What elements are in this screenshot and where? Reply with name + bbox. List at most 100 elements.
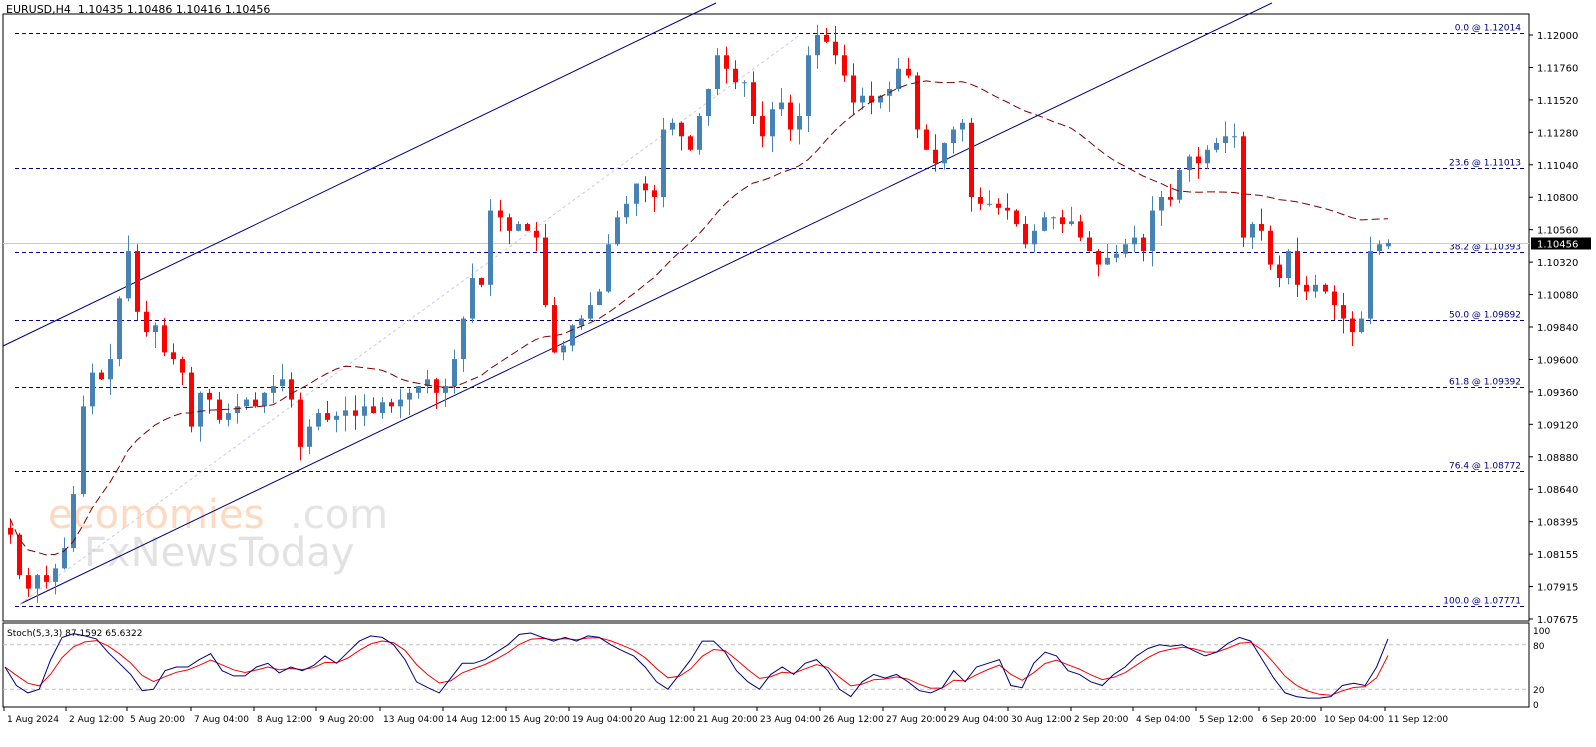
candle-bear[interactable] [144, 311, 149, 333]
candle-bull[interactable] [1132, 237, 1137, 245]
candle-bull[interactable] [71, 494, 76, 549]
candle-bear[interactable] [289, 379, 294, 400]
candle-bear[interactable] [1241, 136, 1246, 238]
candle-bull[interactable] [1386, 242, 1391, 247]
candle-bear[interactable] [44, 575, 49, 582]
candle-bear[interactable] [1332, 291, 1337, 306]
candle-bull[interactable] [108, 359, 113, 380]
channel-upper-line[interactable] [2, 2, 717, 347]
candle-bear[interactable] [135, 251, 140, 312]
candle-bull[interactable] [1051, 217, 1056, 219]
candle-bull[interactable] [1250, 224, 1255, 238]
candle-bull[interactable] [634, 183, 639, 204]
candle-bear[interactable] [1259, 224, 1264, 231]
candle-bear[interactable] [1341, 305, 1346, 319]
candle-bull[interactable] [452, 359, 457, 387]
candle-bear[interactable] [978, 197, 983, 204]
candle-bear[interactable] [1196, 156, 1201, 164]
candle-bull[interactable] [779, 102, 784, 110]
candle-bull[interactable] [878, 95, 883, 103]
candle-bear[interactable] [652, 190, 657, 198]
candle-bull[interactable] [1105, 257, 1110, 265]
channel-lower-line[interactable] [19, 2, 1273, 605]
candle-bull[interactable] [615, 217, 620, 245]
candle-bull[interactable] [797, 116, 802, 130]
candle-bull[interactable] [407, 392, 412, 400]
candle-bear[interactable] [906, 68, 911, 76]
candle-bear[interactable] [969, 122, 974, 198]
candle-bull[interactable] [153, 325, 158, 333]
candle-bear[interactable] [679, 122, 684, 137]
candle-bull[interactable] [81, 406, 86, 495]
candle-bull[interactable] [1150, 210, 1155, 252]
candle-bull[interactable] [90, 372, 95, 407]
candle-bear[interactable] [1304, 284, 1309, 292]
candle-bull[interactable] [770, 109, 775, 137]
candle-bull[interactable] [35, 575, 40, 589]
candle-bear[interactable] [851, 75, 856, 103]
candle-bull[interactable] [1377, 244, 1382, 252]
candle-bull[interactable] [806, 55, 811, 117]
candle-bull[interactable] [362, 406, 367, 416]
candle-bear[interactable] [8, 527, 13, 535]
candle-bull[interactable] [561, 345, 566, 353]
candle-bull[interactable] [1114, 253, 1119, 258]
candle-bull[interactable] [896, 68, 901, 90]
candle-bull[interactable] [416, 386, 421, 393]
candle-bull[interactable] [126, 251, 131, 299]
candle-bear[interactable] [389, 402, 394, 407]
candle-bull[interactable] [742, 82, 747, 84]
candle-bear[interactable] [842, 55, 847, 76]
candle-bull[interactable] [597, 291, 602, 306]
candle-bear[interactable] [1141, 237, 1146, 252]
candle-bear[interactable] [162, 325, 167, 353]
candle-bull[interactable] [334, 415, 339, 420]
candle-bull[interactable] [670, 122, 675, 130]
candle-bull[interactable] [1159, 197, 1164, 211]
candle-bull[interactable] [1187, 156, 1192, 171]
candle-bull[interactable] [198, 392, 203, 427]
candle-bull[interactable] [706, 89, 711, 117]
candle-bear[interactable] [1078, 221, 1083, 238]
candle-bear[interactable] [353, 410, 358, 416]
candle-bull[interactable] [1313, 284, 1318, 292]
candle-bear[interactable] [171, 352, 176, 360]
candle-bull[interactable] [307, 426, 312, 447]
candle-bear[interactable] [180, 359, 185, 373]
candle-bear[interactable] [1168, 197, 1173, 200]
candle-bull[interactable] [1359, 318, 1364, 333]
candle-bull[interactable] [53, 568, 58, 582]
candle-bear[interactable] [534, 230, 539, 238]
candle-bear[interactable] [833, 41, 838, 56]
candle-bull[interactable] [942, 143, 947, 164]
candle-bear[interactable] [253, 399, 258, 407]
candle-bull[interactable] [697, 116, 702, 150]
candle-bull[interactable] [951, 129, 956, 144]
candle-bull[interactable] [570, 325, 575, 346]
candle-bull[interactable] [443, 386, 448, 393]
candle-bull[interactable] [1286, 251, 1291, 279]
candle-bear[interactable] [751, 82, 756, 117]
candle-bull[interactable] [271, 386, 276, 393]
candle-bull[interactable] [425, 379, 430, 387]
candle-bear[interactable] [325, 413, 330, 420]
candle-bear[interactable] [99, 372, 104, 380]
candle-bear[interactable] [371, 406, 376, 414]
candle-bull[interactable] [516, 224, 521, 231]
candle-bear[interactable] [525, 224, 530, 231]
candle-bull[interactable] [1042, 217, 1047, 231]
candle-bear[interactable] [760, 116, 765, 137]
candle-bull[interactable] [343, 410, 348, 416]
candle-bear[interactable] [915, 75, 920, 130]
candle-bull[interactable] [380, 402, 385, 414]
candle-bear[interactable] [552, 305, 557, 353]
candle-bear[interactable] [1268, 230, 1273, 265]
candle-bull[interactable] [1223, 136, 1228, 144]
candle-bull[interactable] [1214, 143, 1219, 150]
candle-bear[interactable] [189, 372, 194, 427]
candle-bear[interactable] [207, 392, 212, 400]
candle-bear[interactable] [933, 149, 938, 164]
candle-bull[interactable] [588, 305, 593, 319]
